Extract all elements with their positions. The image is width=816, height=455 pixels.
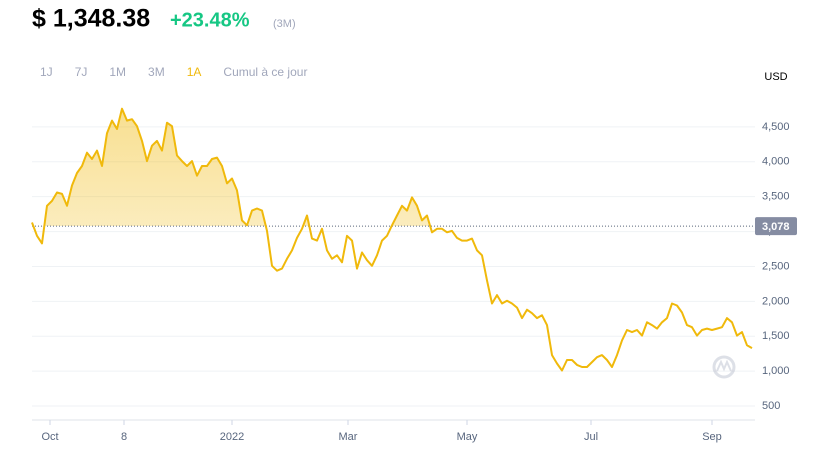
- x-tick-label: Jul: [584, 431, 598, 443]
- x-tick-label: Mar: [339, 431, 358, 443]
- x-tick-label: Oct: [41, 431, 58, 443]
- y-unit: USD: [764, 71, 787, 83]
- range-tab[interactable]: 1A: [187, 65, 202, 79]
- range-tab[interactable]: 1M: [109, 65, 126, 79]
- watermark: [712, 355, 736, 379]
- y-tick-label: 1,500: [762, 330, 790, 342]
- y-tick-label: 2,500: [762, 260, 790, 272]
- area-fill: [32, 108, 752, 227]
- x-tick-label: 2022: [220, 431, 244, 443]
- x-tick-label: 8: [121, 431, 127, 443]
- y-tick-label: 3,500: [762, 191, 790, 203]
- price: $ 1,348.38: [32, 5, 150, 33]
- y-tick-label: 500: [762, 400, 780, 412]
- x-tick-label: May: [457, 431, 478, 443]
- range-tab[interactable]: Cumul à ce jour: [223, 65, 307, 79]
- range-tab[interactable]: 3M: [148, 65, 165, 79]
- y-tick-label: 2,000: [762, 295, 790, 307]
- y-tick-label: 4,500: [762, 121, 790, 133]
- range-tabs: 1J 7J 1M 3M 1A Cumul à ce jour: [40, 65, 307, 79]
- baseline-label-bg: [755, 217, 797, 236]
- change-period: (3M): [273, 18, 296, 30]
- x-tick-label: Sep: [702, 431, 722, 443]
- range-tab[interactable]: 1J: [40, 65, 53, 79]
- range-tab[interactable]: 7J: [75, 65, 88, 79]
- y-tick-label: 4,000: [762, 156, 790, 168]
- change: +23.48%: [170, 9, 250, 31]
- price-line: [31, 107, 753, 372]
- baseline-label: 3,078: [762, 221, 790, 233]
- plot: [31, 107, 755, 372]
- y-tick-label: 1,000: [762, 365, 790, 377]
